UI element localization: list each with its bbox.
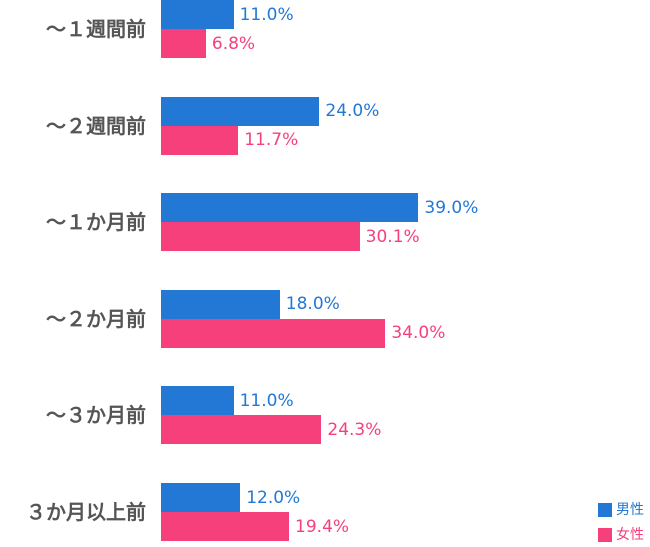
legend-swatch xyxy=(598,527,612,542)
legend-label: 女性 xyxy=(616,526,644,543)
data-label: 18.0% xyxy=(285,294,340,315)
data-label: 30.1% xyxy=(365,226,420,247)
legend-label: 男性 xyxy=(616,501,644,518)
legend-item: 男性 xyxy=(598,497,644,522)
data-label: 24.0% xyxy=(325,101,380,122)
bar-male xyxy=(161,386,234,416)
data-label: 39.0% xyxy=(424,197,479,218)
category-label: ～２週間前 xyxy=(46,113,146,138)
bar-female xyxy=(161,125,239,155)
data-label: 24.3% xyxy=(327,419,382,440)
bar-male xyxy=(161,289,280,319)
bar-male xyxy=(161,96,320,126)
legend-item: 女性 xyxy=(598,522,644,547)
bar-female xyxy=(161,29,206,58)
bar-female xyxy=(161,222,360,252)
data-label: 19.4% xyxy=(295,516,350,537)
bar-female xyxy=(161,512,290,541)
category-label: ～１週間前 xyxy=(46,17,146,41)
data-label: 6.8% xyxy=(211,33,256,54)
bar-female xyxy=(161,318,386,348)
category-label: ３か月以上前 xyxy=(26,500,146,524)
data-label: 11.0% xyxy=(239,4,294,25)
legend-swatch xyxy=(598,502,612,517)
bar-male xyxy=(161,193,419,223)
bar-female xyxy=(161,415,322,445)
data-label: 12.0% xyxy=(246,487,301,508)
category-label: ～３か月前 xyxy=(46,403,146,428)
data-label: 34.0% xyxy=(391,323,446,344)
category-label: ～１か月前 xyxy=(46,210,146,235)
data-label: 11.0% xyxy=(239,390,294,411)
legend: 男性 女性 xyxy=(598,497,644,547)
category-label: ～２か月前 xyxy=(46,306,146,331)
data-label: 11.7% xyxy=(244,130,299,151)
bar-male xyxy=(161,483,241,512)
bar-male xyxy=(161,0,234,29)
